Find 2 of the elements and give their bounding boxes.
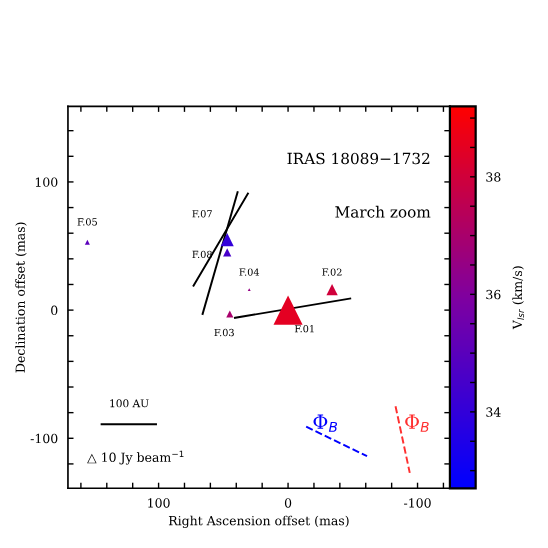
annotation: Φ$_{B}$ (405, 414, 429, 432)
annotation: Φ$_{B}$ (313, 414, 338, 432)
